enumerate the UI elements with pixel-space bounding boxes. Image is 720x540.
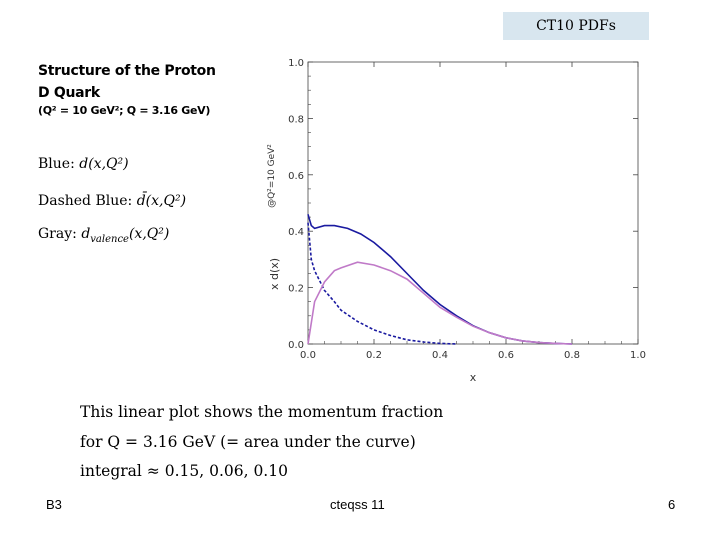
x-axis-label: x	[470, 371, 477, 384]
legend-gray: Gray: dvalence(x,Q²)	[38, 226, 169, 245]
x-tick-label: 1.0	[630, 350, 646, 361]
legend-gray-func-d: d	[81, 226, 91, 242]
x-tick-label: 0.0	[300, 350, 316, 361]
footer-left: B3	[46, 497, 62, 512]
y-axis-label: x d(x)	[268, 258, 281, 290]
legend-dashed: Dashed Blue: d̄(x,Q²)	[38, 193, 186, 209]
y-tick-label: 0.8	[288, 114, 304, 125]
series-d-total	[307, 214, 573, 345]
plot-frame	[307, 61, 639, 345]
legend-blue-function: d(x,Q²)	[79, 156, 129, 172]
footer-right: 6	[668, 497, 676, 512]
legend-gray-function: dvalence(x,Q²)	[81, 226, 170, 245]
legend-blue: Blue: d(x,Q²)	[38, 156, 129, 172]
y-tick-label: 0.0	[288, 340, 304, 351]
y-axis-label-scale: @Q²=10 GeV²	[267, 144, 277, 208]
title-line-2: D Quark	[38, 85, 100, 101]
y-tick-label: 0.4	[288, 227, 304, 238]
x-tick-label: 0.6	[498, 350, 514, 361]
explanation-note: This linear plot shows the momentum frac…	[80, 398, 443, 487]
series-d-valence	[307, 261, 573, 345]
x-tick-label: 0.2	[366, 350, 382, 361]
legend-gray-func-sub: valence	[90, 233, 129, 245]
y-tick-label: 1.0	[288, 58, 304, 69]
legend-gray-func-rest: (x,Q²)	[128, 226, 170, 242]
series-d-bar	[307, 222, 457, 345]
slide-subtitle: (Q² = 10 GeV²; Q = 3.16 GeV)	[38, 104, 211, 117]
pdf-chart: 0.0 0.2 0.4 0.6 0.8 1.0 0.0 0.2 0.4 0.6 0.8 1.0 x x…	[267, 58, 646, 384]
legend-blue-prefix: Blue:	[38, 156, 75, 172]
source-badge: CT10 PDFs	[503, 12, 649, 40]
y-tick-label: 0.2	[288, 284, 304, 295]
legend-dashed-function: d̄(x,Q²)	[136, 193, 187, 209]
note-line-1: This linear plot shows the momentum frac…	[80, 403, 444, 421]
slide-title: Structure of the Proton D Quark	[38, 60, 216, 104]
note-line-3: integral ≈ 0.15, 0.06, 0.10	[80, 462, 288, 480]
x-tick-label: 0.8	[564, 350, 580, 361]
x-tick-label: 0.4	[432, 350, 448, 361]
legend-gray-prefix: Gray:	[38, 226, 77, 242]
note-line-2: for Q = 3.16 GeV (= area under the curve…	[80, 432, 416, 451]
legend-dashed-prefix: Dashed Blue:	[38, 193, 133, 209]
y-tick-label: 0.6	[288, 171, 304, 182]
title-line-1: Structure of the Proton	[38, 63, 216, 79]
footer-center: cteqss 11	[330, 497, 385, 512]
